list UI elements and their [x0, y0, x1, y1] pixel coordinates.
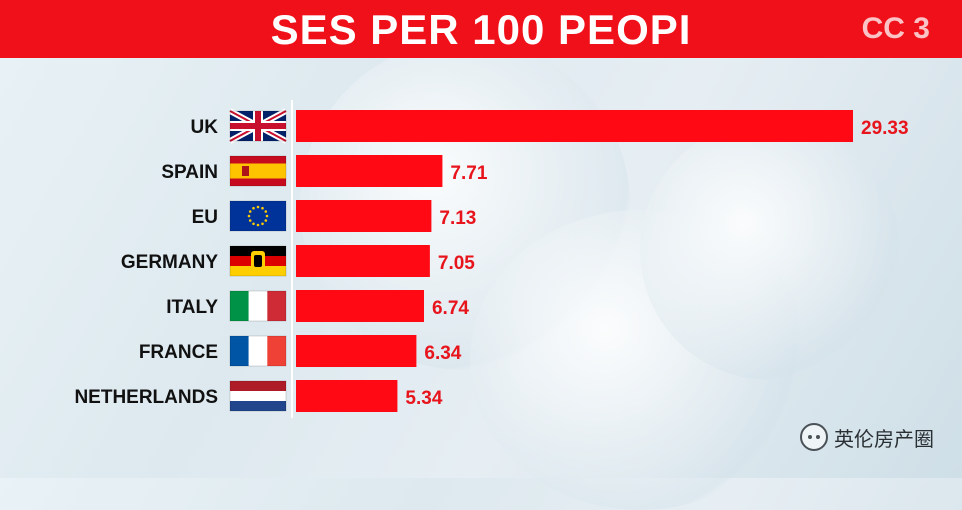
- wechat-icon: [800, 423, 828, 451]
- bar-uk: [296, 110, 853, 142]
- value-label-spain: 7.71: [450, 163, 487, 184]
- category-label-france: FRANCE: [139, 342, 218, 363]
- france-flag-icon: [229, 335, 287, 367]
- category-label-netherlands: NETHERLANDS: [74, 387, 218, 408]
- eu-flag-icon: [229, 200, 287, 232]
- category-label-italy: ITALY: [166, 297, 218, 318]
- background-figure: [640, 120, 900, 380]
- uk-flag-icon: [228, 108, 288, 144]
- germany-flag-icon: [229, 245, 287, 277]
- watermark-text: 英伦房产圈: [834, 428, 934, 451]
- category-label-spain: SPAIN: [161, 162, 218, 183]
- bar-chart: UK 29.33 SPAIN 7.71 EU 7.13 GERMANY 7.05 ITALY 6.…: [74, 100, 909, 418]
- netherlands-flag-icon: [229, 380, 287, 412]
- value-label-netherlands: 5.34: [405, 388, 442, 409]
- category-label-eu: EU: [192, 207, 218, 228]
- italy-flag-icon: [229, 290, 287, 322]
- value-label-uk: 29.33: [861, 118, 909, 139]
- bar-italy: [296, 290, 424, 322]
- value-label-germany: 7.05: [438, 253, 475, 274]
- value-label-italy: 6.74: [432, 298, 469, 319]
- value-label-eu: 7.13: [439, 208, 476, 229]
- axis-line: [291, 100, 293, 418]
- chart-title: SES PER 100 PEOPI: [270, 6, 692, 53]
- bar-eu: [296, 200, 432, 232]
- category-label-germany: GERMANY: [121, 252, 218, 273]
- bar-spain: [296, 155, 443, 187]
- value-label-france: 6.34: [424, 343, 461, 364]
- category-label-uk: UK: [191, 117, 219, 138]
- bar-netherlands: [296, 380, 398, 412]
- chart-header: SES PER 100 PEOPI CC 3: [0, 0, 962, 58]
- bar-germany: [296, 245, 430, 277]
- spain-flag-icon: [229, 155, 287, 187]
- bar-france: [296, 335, 417, 367]
- watermark: 英伦房产圈: [800, 422, 934, 452]
- header-partial-text: CC 3: [861, 12, 930, 45]
